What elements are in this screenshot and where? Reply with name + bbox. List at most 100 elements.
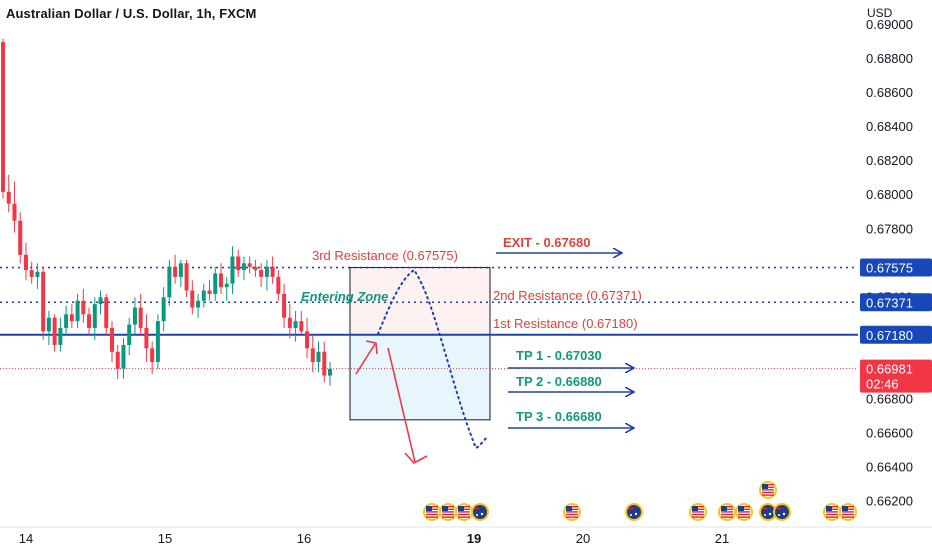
candle	[69, 314, 74, 322]
us-flag-icon	[439, 503, 457, 521]
candle	[41, 271, 46, 332]
tp3-label: TP 3 - 0.66680	[516, 409, 602, 424]
x-tick-label: 21	[715, 531, 729, 546]
candle	[201, 290, 206, 301]
us-flag-icon	[563, 503, 581, 521]
candle	[132, 307, 137, 325]
candle	[253, 266, 258, 271]
candle	[81, 300, 86, 315]
candle	[241, 263, 246, 271]
candle	[184, 263, 189, 291]
candle	[87, 314, 92, 328]
red-drop-arrow-head	[404, 452, 428, 465]
currency-label: USD	[867, 6, 893, 20]
candle	[52, 317, 57, 345]
entering-zone-label: Entering Zone	[301, 289, 388, 304]
candle	[316, 351, 321, 362]
candle	[219, 273, 223, 288]
x-tick-label: 15	[158, 531, 172, 546]
candle	[270, 266, 275, 277]
candle	[305, 331, 310, 349]
y-tick-label: 0.66200	[866, 493, 913, 508]
level-badge-text: 0.67371	[866, 295, 913, 310]
y-tick-label: 0.68800	[866, 51, 913, 66]
y-tick-label: 0.68400	[866, 119, 913, 134]
candle	[287, 317, 292, 328]
x-tick-label: 16	[297, 531, 311, 546]
candle	[138, 307, 143, 328]
res3-label: 3rd Resistance (0.67575)	[312, 248, 458, 263]
candle	[276, 276, 281, 294]
candle	[207, 290, 212, 294]
us-flag-icon	[823, 503, 841, 521]
candle	[299, 321, 304, 332]
candle	[110, 327, 114, 352]
current-price-text: 0.66981	[866, 362, 913, 377]
current-price-badge	[860, 359, 932, 393]
x-tick-label: 14	[19, 531, 33, 546]
time-axis[interactable]: 14 15 16 19 20 21	[0, 526, 932, 546]
res1-label: 1st Resistance (0.67180)	[493, 316, 638, 331]
candle	[29, 270, 34, 277]
candle	[167, 266, 172, 298]
us-flag-icon	[735, 503, 753, 521]
us-flag-icon	[718, 503, 736, 521]
candle	[178, 263, 183, 277]
level-badge-1	[860, 258, 932, 277]
annotations-layer: EXIT - 0.67680 3rd Resistance (0.67575) …	[301, 235, 642, 424]
candle	[115, 351, 120, 369]
candle	[75, 300, 80, 322]
au-flag-icon	[773, 503, 791, 521]
candle	[322, 351, 327, 376]
candle	[236, 256, 241, 271]
candle	[12, 203, 17, 221]
level-badge-3	[860, 325, 932, 344]
candle	[98, 297, 103, 305]
candle	[259, 270, 264, 277]
countdown-text: 02:46	[866, 377, 899, 392]
tp1-label: TP 1 - 0.67030	[516, 348, 602, 363]
y-tick-label: 0.67800	[866, 221, 913, 236]
projected-path	[377, 268, 489, 450]
level-badge-text: 0.67180	[866, 328, 913, 343]
tp2-label: TP 2 - 0.66880	[516, 374, 602, 389]
au-flag-icon	[759, 503, 777, 521]
candle	[46, 317, 51, 332]
y-tick-label: 0.68200	[866, 153, 913, 168]
y-tick-label: 0.66600	[866, 425, 913, 440]
au-flag-icon	[625, 503, 643, 521]
candle	[213, 273, 218, 294]
us-flag-icon	[759, 481, 777, 499]
candle	[35, 271, 40, 277]
candle	[1, 42, 5, 192]
y-tick-label: 0.68000	[866, 187, 913, 202]
us-flag-icon	[423, 503, 441, 521]
red-drop-arrow	[387, 347, 416, 463]
us-flag-icon	[455, 503, 473, 521]
candle	[173, 266, 178, 277]
candle	[121, 344, 126, 369]
candle	[155, 321, 160, 362]
candle	[230, 256, 235, 284]
candle	[264, 266, 269, 277]
target-zone	[350, 334, 490, 420]
candle	[293, 321, 298, 328]
y-tick-label: 0.66800	[866, 391, 913, 406]
candle	[23, 254, 28, 271]
y-tick-label: 0.66400	[866, 459, 913, 474]
candle	[328, 368, 332, 376]
candle	[161, 297, 166, 322]
candle	[282, 293, 287, 318]
us-flag-icon	[839, 503, 857, 521]
x-tick-label: 20	[576, 531, 590, 546]
level-badge-2	[860, 293, 932, 312]
candle	[224, 283, 229, 288]
candle	[6, 191, 11, 204]
entry-arrow-up	[355, 343, 376, 375]
y-tick-label: 0.68600	[866, 85, 913, 100]
candle	[127, 324, 132, 345]
candle	[104, 297, 109, 328]
